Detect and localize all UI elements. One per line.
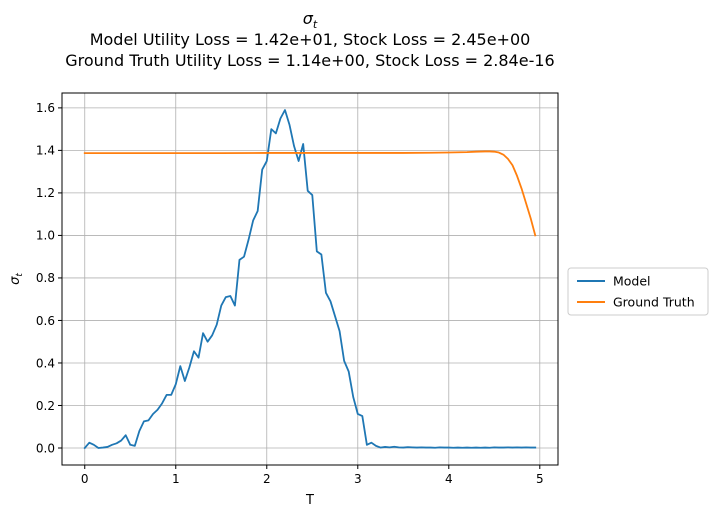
- x-tick-label: 0: [81, 472, 89, 486]
- series-line-model: [83, 109, 537, 450]
- legend-label-model: Model: [613, 274, 651, 289]
- y-tick-label: 0.0: [36, 441, 55, 455]
- legend-box: [567, 267, 709, 316]
- title-symbol: σ: [303, 9, 314, 28]
- chart-subtitle-line2: Ground Truth Utility Loss = 1.14e+00, St…: [65, 51, 554, 70]
- ylabel-subscript: t: [15, 273, 25, 277]
- x-tick-label: 5: [536, 472, 544, 486]
- series-lines: [83, 109, 537, 450]
- y-tick-label: 0.4: [36, 356, 55, 370]
- y-tick-label: 0.6: [36, 314, 55, 328]
- chart-subtitle-line1: Model Utility Loss = 1.42e+01, Stock Los…: [90, 30, 531, 49]
- y-tick-label: 1.6: [36, 101, 55, 115]
- grid: [62, 93, 558, 465]
- x-tick-label: 3: [354, 472, 362, 486]
- x-ticks: 0 1 2 3 4 5: [81, 465, 544, 486]
- plot-frame: [61, 92, 559, 466]
- title-subscript: t: [313, 18, 318, 31]
- x-tick-label: 2: [263, 472, 271, 486]
- ylabel-symbol: σ: [8, 276, 23, 285]
- y-tick-label: 1.2: [36, 186, 55, 200]
- y-tick-label: 0.8: [36, 271, 55, 285]
- x-tick-label: 1: [172, 472, 180, 486]
- y-tick-label: 0.2: [36, 399, 55, 413]
- legend-label-ground-truth: Ground Truth: [613, 295, 695, 310]
- series-line-ground-truth: [83, 150, 537, 237]
- x-axis-label: T: [305, 493, 314, 508]
- x-tick-label: 4: [445, 472, 453, 486]
- y-axis-label: σt: [8, 273, 25, 285]
- y-tick-label: 1.0: [36, 229, 55, 243]
- y-ticks: 0.0 0.2 0.4 0.6 0.8 1.0 1.2 1.4 1.6: [36, 101, 62, 455]
- y-tick-label: 1.4: [36, 144, 55, 158]
- chart-title: σt: [303, 9, 318, 31]
- legend: Model Ground Truth: [567, 267, 709, 316]
